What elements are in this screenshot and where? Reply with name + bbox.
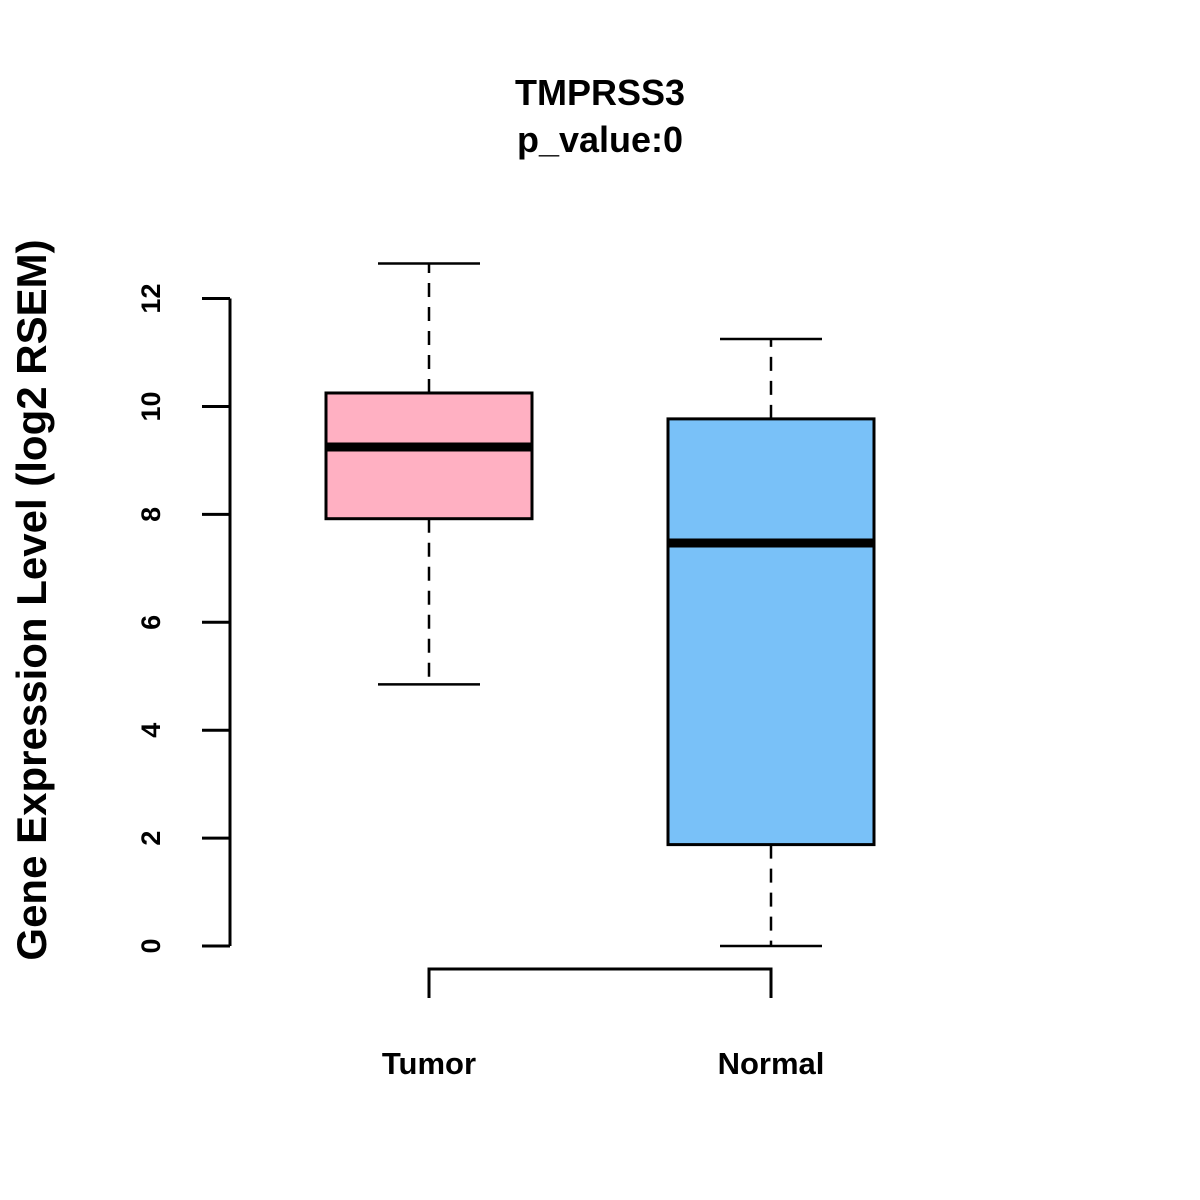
y-tick-label-10: 10 <box>136 391 166 421</box>
y-axis-label: Gene Expression Level (log2 RSEM) <box>8 239 55 960</box>
y-tick-label-8: 8 <box>136 507 166 522</box>
y-tick-label-4: 4 <box>136 723 166 738</box>
y-tick-label-6: 6 <box>136 615 166 630</box>
y-tick-label-2: 2 <box>136 831 166 846</box>
bracket-line <box>427 967 773 998</box>
y-axis: 0 2 4 6 8 10 12 <box>136 284 232 954</box>
y-tick-label-0: 0 <box>136 939 166 954</box>
iqr-box-tumor <box>324 391 534 521</box>
box-normal <box>666 337 876 948</box>
category-label-normal: Normal <box>718 1046 825 1081</box>
y-tick-label-12: 12 <box>136 284 166 314</box>
iqr-box-normal <box>666 417 876 847</box>
category-labels: Tumor Normal <box>382 1046 824 1081</box>
boxes-group <box>324 262 876 948</box>
chart-subtitle: p_value:0 <box>517 119 683 160</box>
comparison-bracket <box>427 967 773 998</box>
category-label-tumor: Tumor <box>382 1046 476 1081</box>
box-tumor <box>324 262 534 686</box>
chart-title: TMPRSS3 <box>515 72 685 113</box>
